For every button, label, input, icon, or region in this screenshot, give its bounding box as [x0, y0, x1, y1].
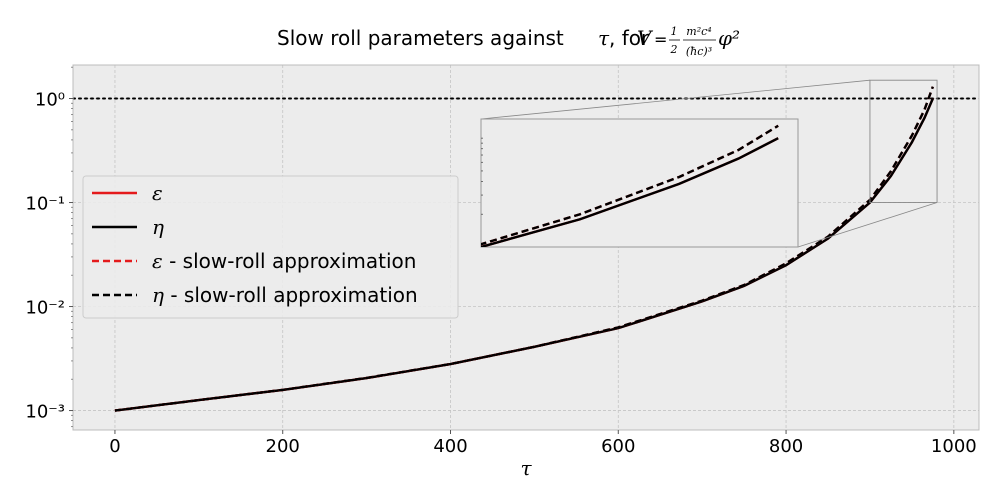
inset-ticks: [481, 137, 483, 215]
y-tick-label: 10⁻²: [25, 298, 65, 319]
inset-background: [480, 118, 799, 248]
legend-label-1: η: [152, 215, 164, 239]
legend: εη ε - slow-roll approximation η - slow-ro…: [82, 175, 459, 319]
legend-label-2: ε - slow-roll approximation: [152, 249, 416, 273]
series-group: [114, 86, 934, 412]
x-tick-label: 0: [109, 436, 120, 457]
title-frac2-num: m²c⁴: [686, 25, 711, 38]
x-axis-label: τ: [520, 456, 532, 480]
plot-frame: [72, 64, 980, 431]
title-V: V: [637, 26, 654, 50]
chart-title: Slow roll parameters against τ , for V =…: [277, 25, 740, 58]
title-frac2-den: (ħc)³: [686, 45, 712, 58]
zoom-connector-top: [480, 79, 870, 120]
inset-axes: [480, 118, 799, 248]
x-tick-label: 600: [601, 436, 635, 457]
x-axis-ticks: 0 200 400 600 800 1000: [109, 430, 977, 457]
y-tick-label: 10⁻¹: [25, 194, 65, 215]
title-prefix: Slow roll parameters against: [277, 26, 564, 50]
legend-label-0: ε: [152, 181, 163, 205]
inset-series-line-1: [481, 137, 779, 247]
title-phi: φ²: [718, 26, 740, 50]
x-tick-label: 400: [433, 436, 467, 457]
y-axis-ticks: 10⁻³ 10⁻² 10⁻¹ 10⁰: [25, 66, 73, 428]
legend-box: [82, 175, 459, 319]
title-tau: τ: [598, 26, 610, 50]
title-frac1-den: 2: [670, 43, 678, 56]
x-tick-label: 200: [266, 436, 300, 457]
title-frac1-num: 1: [671, 25, 678, 38]
series-line-3: [114, 86, 934, 412]
inset-series-group: [481, 124, 779, 247]
x-tick-label: 800: [769, 436, 803, 457]
zoom-box: [869, 79, 938, 203]
y-tick-label: 10⁻³: [25, 402, 65, 423]
legend-label-3: η - slow-roll approximation: [152, 283, 418, 307]
title-mid: , for: [609, 26, 650, 50]
zoom-indicator: [480, 79, 938, 248]
title-equals: =: [654, 30, 667, 49]
x-tick-label: 1000: [931, 436, 977, 457]
y-tick-label: 10⁰: [35, 90, 65, 111]
inset-series-line-3: [481, 124, 779, 246]
zoom-connector-bottom: [797, 202, 938, 248]
